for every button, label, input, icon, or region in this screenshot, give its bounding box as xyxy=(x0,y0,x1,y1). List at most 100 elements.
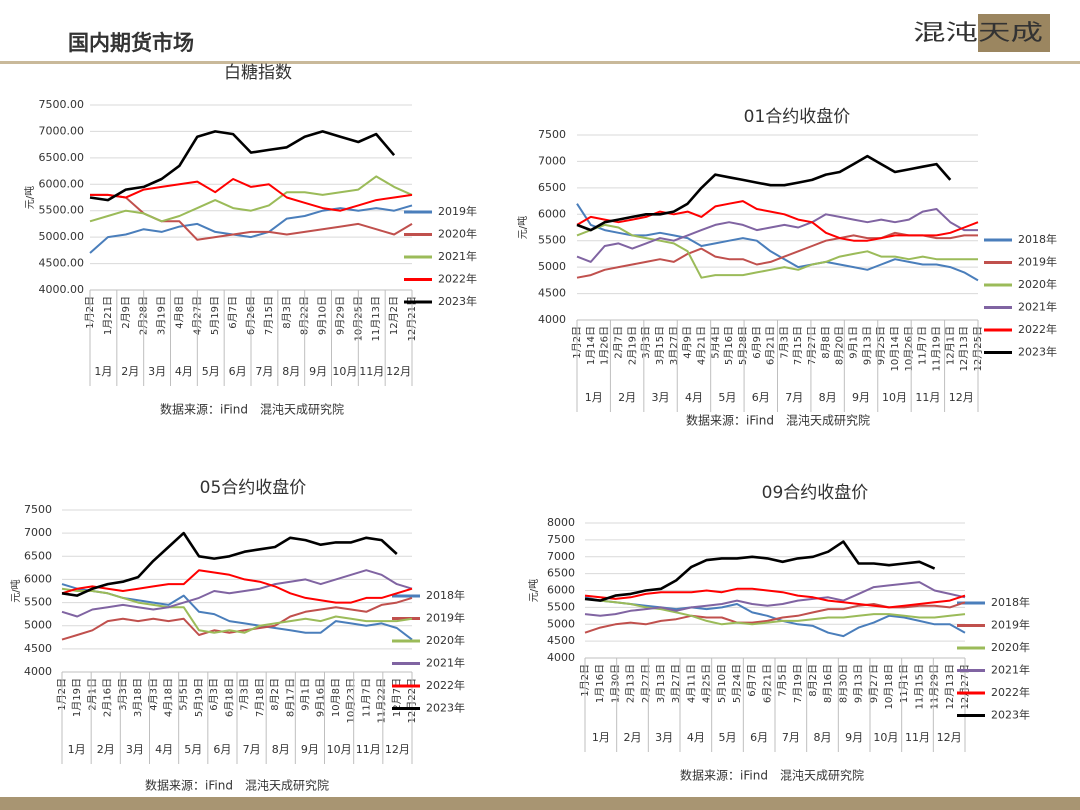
chart-title: 01合约收盘价 xyxy=(744,107,851,127)
month-label: 2月 xyxy=(618,391,636,404)
x-tick-label: 8月2日 xyxy=(807,664,819,697)
y-tick-label: 5500.00 xyxy=(39,204,85,217)
month-label: 7月 xyxy=(243,743,261,756)
month-label: 12月 xyxy=(949,391,974,404)
legend-label: 2021年 xyxy=(991,663,1030,677)
y-tick-label: 5000 xyxy=(538,260,566,273)
month-label: 7月 xyxy=(255,365,273,378)
chart-title: 白糖指数 xyxy=(224,63,292,83)
x-tick-label: 4月21日 xyxy=(695,326,707,365)
y-tick-label: 6000 xyxy=(538,207,566,220)
y-axis-label: 元/吨 xyxy=(527,579,540,602)
x-tick-label: 9月27日 xyxy=(868,664,880,703)
x-tick-label: 5月16日 xyxy=(723,326,735,365)
y-tick-label: 5000 xyxy=(547,617,575,630)
x-tick-label: 9月25日 xyxy=(875,326,887,365)
chart-title: 05合约收盘价 xyxy=(200,478,307,498)
series-line xyxy=(576,223,978,279)
month-label: 9月 xyxy=(309,365,327,378)
y-tick-label: 7000 xyxy=(538,154,566,167)
month-label: 4月 xyxy=(685,391,703,404)
month-label: 10月 xyxy=(327,743,352,756)
x-tick-label: 2月27日 xyxy=(640,664,652,703)
legend-label: 2021年 xyxy=(438,249,477,263)
y-tick-label: 6000 xyxy=(547,584,575,597)
x-tick-label: 12月7日 xyxy=(391,678,403,717)
source-note: 数据来源：iFind 混沌天成研究院 xyxy=(160,402,344,417)
x-tick-label: 11月29日 xyxy=(929,664,941,709)
legend-label: 2020年 xyxy=(426,633,465,647)
chart-title: 09合约收盘价 xyxy=(762,483,869,503)
legend-label: 2019年 xyxy=(991,618,1030,632)
x-tick-label: 2月19日 xyxy=(626,326,638,365)
y-tick-label: 7000 xyxy=(24,526,52,539)
x-tick-label: 6月7日 xyxy=(746,664,758,697)
month-label: 1月 xyxy=(592,731,610,744)
series-line xyxy=(584,581,966,617)
legend-label: 2019年 xyxy=(438,204,477,218)
legend-label: 2021年 xyxy=(426,656,465,670)
month-label: 3月 xyxy=(126,743,144,756)
x-tick-label: 5月19日 xyxy=(193,678,205,717)
x-tick-label: 3月3日 xyxy=(117,678,129,711)
source-note: 数据来源：iFind 混沌天成研究院 xyxy=(680,768,864,783)
series-line xyxy=(576,200,979,242)
x-tick-label: 6月21日 xyxy=(765,326,777,365)
month-label: 10月 xyxy=(332,365,357,378)
x-tick-label: 3月18日 xyxy=(132,678,144,717)
x-tick-label: 5月10日 xyxy=(716,664,728,703)
x-tick-label: 8月8日 xyxy=(820,326,832,359)
x-tick-label: 5月5日 xyxy=(178,678,190,711)
x-tick-label: 10月14日 xyxy=(889,326,901,371)
footer-bar xyxy=(0,797,1080,810)
series-line xyxy=(576,154,952,232)
legend-label: 2021年 xyxy=(1018,300,1057,314)
x-tick-label: 9月1日 xyxy=(299,678,311,711)
month-label: 10月 xyxy=(882,391,907,404)
series-line xyxy=(584,587,966,609)
month-label: 4月 xyxy=(155,743,173,756)
x-tick-label: 8月16日 xyxy=(822,664,834,703)
x-tick-label: 11月7日 xyxy=(917,326,929,365)
month-label: 6月 xyxy=(229,365,247,378)
series-line xyxy=(89,175,413,223)
x-tick-label: 1月19日 xyxy=(71,678,83,717)
month-label: 4月 xyxy=(687,731,705,744)
x-tick-label: 2月9日 xyxy=(120,296,132,329)
x-tick-label: 1月16日 xyxy=(594,664,606,703)
month-label: 12月 xyxy=(385,743,410,756)
month-label: 5月 xyxy=(719,731,737,744)
x-tick-label: 4月8日 xyxy=(173,296,185,329)
month-label: 12月 xyxy=(386,365,411,378)
x-tick-label: 12月2日 xyxy=(388,296,400,335)
legend-label: 2019年 xyxy=(1018,255,1057,269)
month-label: 8月 xyxy=(814,731,832,744)
legend-label: 2019年 xyxy=(426,611,465,625)
x-tick-label: 8月17日 xyxy=(284,678,296,717)
x-tick-label: 5月4日 xyxy=(709,326,721,359)
y-tick-label: 5500 xyxy=(24,596,52,609)
x-tick-label: 12月13日 xyxy=(958,326,970,371)
x-tick-label: 7月15日 xyxy=(263,296,275,335)
y-axis-label: 元/吨 xyxy=(516,216,529,239)
x-tick-label: 9月10日 xyxy=(317,296,329,335)
x-tick-label: 10月18日 xyxy=(883,664,895,709)
logo: 混沌天成 xyxy=(913,21,1043,46)
legend-label: 2023年 xyxy=(438,294,477,308)
page-title: 国内期货市场 xyxy=(68,31,194,55)
month-label: 8月 xyxy=(272,743,290,756)
month-label: 6月 xyxy=(750,731,768,744)
x-tick-label: 5月24日 xyxy=(731,664,743,703)
x-tick-label: 10月8日 xyxy=(330,678,342,717)
legend-label: 2022年 xyxy=(991,685,1030,699)
month-label: 9月 xyxy=(852,391,870,404)
x-tick-label: 7月27日 xyxy=(806,326,818,365)
y-tick-label: 7000 xyxy=(547,550,575,563)
month-label: 4月 xyxy=(175,365,193,378)
x-tick-label: 6月18日 xyxy=(223,678,235,717)
x-tick-label: 7月5日 xyxy=(777,664,789,697)
y-tick-label: 7500 xyxy=(547,533,575,546)
series-line xyxy=(61,569,413,618)
x-tick-label: 11月13日 xyxy=(370,296,382,341)
series-line xyxy=(61,596,413,641)
